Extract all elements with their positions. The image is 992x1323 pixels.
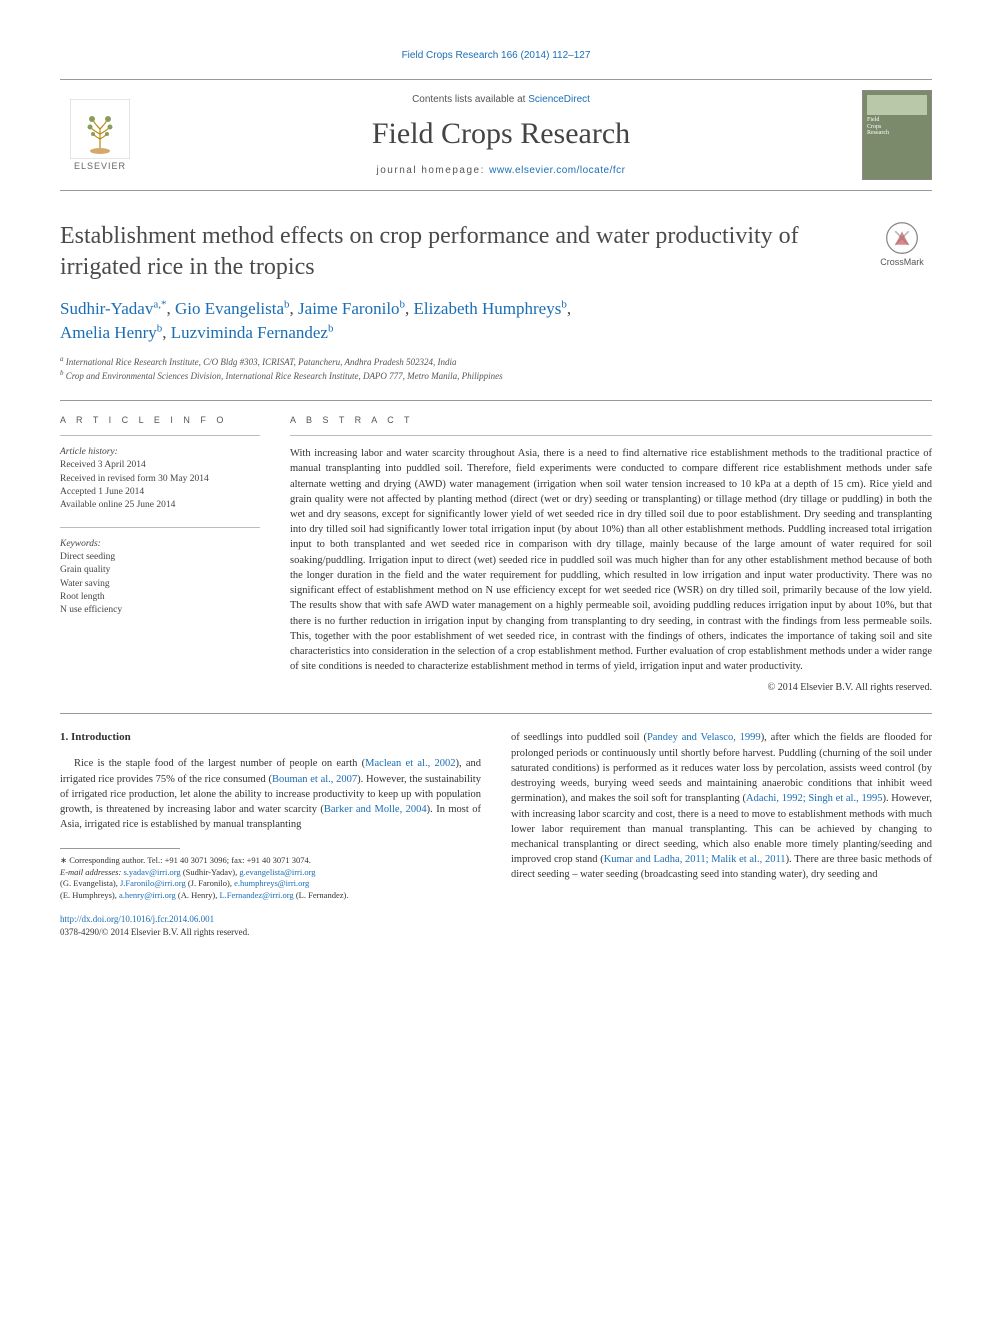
meta-rule-2 bbox=[60, 527, 260, 528]
meta-rule-1 bbox=[60, 435, 260, 436]
keywords-label: Keywords: bbox=[60, 538, 260, 551]
intro-para-1: Rice is the staple food of the largest n… bbox=[60, 756, 481, 832]
author-4-aff[interactable]: b bbox=[157, 323, 163, 335]
email-0[interactable]: s.yadav@irri.org bbox=[123, 867, 180, 877]
history-2: Accepted 1 June 2014 bbox=[60, 486, 260, 499]
footnote-rule bbox=[60, 848, 180, 849]
issn-copyright: 0378-4290/© 2014 Elsevier B.V. All right… bbox=[60, 927, 249, 937]
author-2-aff[interactable]: b bbox=[400, 299, 406, 311]
email-3-who: (E. Humphreys) bbox=[60, 890, 115, 900]
author-3[interactable]: Elizabeth Humphreys bbox=[414, 299, 562, 318]
cover-line-2: Research bbox=[867, 130, 927, 137]
journal-cover-thumbnail[interactable]: Field Crops Research bbox=[862, 90, 932, 180]
footer: http://dx.doi.org/10.1016/j.fcr.2014.06.… bbox=[60, 913, 481, 939]
ref-adachi[interactable]: Adachi, 1992; Singh et al., 1995 bbox=[746, 793, 882, 804]
email-addresses: E-mail addresses: s.yadav@irri.org (Sudh… bbox=[60, 867, 481, 901]
abstract-label: A B S T R A C T bbox=[290, 415, 932, 425]
author-list: Sudhir-Yadava,*, Gio Evangelistab, Jaime… bbox=[60, 297, 932, 345]
contents-prefix: Contents lists available at bbox=[412, 94, 528, 105]
journal-header: ELSEVIER Contents lists available at Sci… bbox=[60, 79, 932, 191]
abstract-copyright: © 2014 Elsevier B.V. All rights reserved… bbox=[290, 682, 932, 693]
journal-name: Field Crops Research bbox=[140, 117, 862, 151]
intro-para-2: of seedlings into puddled soil (Pandey a… bbox=[511, 730, 932, 882]
author-1-aff[interactable]: b bbox=[284, 299, 290, 311]
footnotes: ∗ Corresponding author. Tel.: +91 40 307… bbox=[60, 855, 481, 901]
email-5-who: (L. Fernandez) bbox=[296, 890, 347, 900]
contents-available-line: Contents lists available at ScienceDirec… bbox=[140, 94, 862, 105]
email-3[interactable]: e.humphreys@irri.org bbox=[234, 878, 309, 888]
crossmark-icon bbox=[885, 221, 919, 255]
article-info-label: A R T I C L E I N F O bbox=[60, 415, 260, 425]
body-col-right: of seedlings into puddled soil (Pandey a… bbox=[511, 730, 932, 939]
keywords-block: Keywords: Direct seeding Grain quality W… bbox=[60, 538, 260, 618]
author-4[interactable]: Amelia Henry bbox=[60, 323, 157, 342]
author-0[interactable]: Sudhir-Yadav bbox=[60, 299, 153, 318]
email-0-who: (Sudhir-Yadav) bbox=[183, 867, 235, 877]
keyword-4: N use efficiency bbox=[60, 604, 260, 617]
email-4[interactable]: a.henry@irri.org bbox=[119, 890, 176, 900]
history-3: Available online 25 June 2014 bbox=[60, 499, 260, 512]
crossmark-label: CrossMark bbox=[872, 257, 932, 267]
elsevier-label: ELSEVIER bbox=[74, 161, 126, 171]
corresponding-author-note: ∗ Corresponding author. Tel.: +91 40 307… bbox=[60, 855, 481, 866]
history-1: Received in revised form 30 May 2014 bbox=[60, 473, 260, 486]
intro-heading: 1. Introduction bbox=[60, 730, 481, 746]
email-2[interactable]: J.Faronilo@irri.org bbox=[120, 878, 186, 888]
citation-line[interactable]: Field Crops Research 166 (2014) 112–127 bbox=[60, 50, 932, 61]
author-2[interactable]: Jaime Faronilo bbox=[298, 299, 400, 318]
keyword-0: Direct seeding bbox=[60, 551, 260, 564]
affiliation-a: a International Rice Research Institute,… bbox=[60, 355, 932, 369]
author-5[interactable]: Luzviminda Fernandez bbox=[171, 323, 328, 342]
abstract-text: With increasing labor and water scarcity… bbox=[290, 446, 932, 674]
homepage-prefix: journal homepage: bbox=[377, 165, 490, 176]
body-col-left: 1. Introduction Rice is the staple food … bbox=[60, 730, 481, 939]
header-center: Contents lists available at ScienceDirec… bbox=[140, 94, 862, 176]
email-5[interactable]: L.Fernandez@irri.org bbox=[219, 890, 293, 900]
email-2-who: (J. Faronilo) bbox=[188, 878, 230, 888]
doi-link[interactable]: http://dx.doi.org/10.1016/j.fcr.2014.06.… bbox=[60, 914, 214, 924]
cover-line-0: Field bbox=[867, 117, 927, 124]
keyword-1: Grain quality bbox=[60, 564, 260, 577]
email-label: E-mail addresses: bbox=[60, 867, 121, 877]
email-1[interactable]: g.evangelista@irri.org bbox=[239, 867, 315, 877]
author-5-aff[interactable]: b bbox=[328, 323, 334, 335]
author-1[interactable]: Gio Evangelista bbox=[175, 299, 284, 318]
keyword-3: Root length bbox=[60, 591, 260, 604]
elsevier-logo[interactable]: ELSEVIER bbox=[60, 91, 140, 179]
cover-line-1: Crops bbox=[867, 124, 927, 131]
ref-maclean[interactable]: Maclean et al., 2002 bbox=[365, 758, 455, 769]
author-3-aff[interactable]: b bbox=[561, 299, 567, 311]
keyword-2: Water saving bbox=[60, 578, 260, 591]
journal-homepage-link[interactable]: www.elsevier.com/locate/fcr bbox=[489, 165, 625, 176]
affiliations: a International Rice Research Institute,… bbox=[60, 355, 932, 382]
ref-barker[interactable]: Barker and Molle, 2004 bbox=[324, 804, 427, 815]
abstract-rule bbox=[290, 435, 932, 436]
article-info-column: A R T I C L E I N F O Article history: R… bbox=[60, 415, 260, 693]
elsevier-tree-icon bbox=[70, 99, 130, 159]
history-0: Received 3 April 2014 bbox=[60, 459, 260, 472]
affiliation-b: b Crop and Environmental Sciences Divisi… bbox=[60, 369, 932, 383]
cover-top-band bbox=[867, 95, 927, 115]
ref-kumar[interactable]: Kumar and Ladha, 2011; Malik et al., 201… bbox=[604, 854, 786, 865]
email-4-who: (A. Henry) bbox=[178, 890, 215, 900]
sciencedirect-link[interactable]: ScienceDirect bbox=[528, 94, 590, 105]
author-0-aff[interactable]: a,* bbox=[153, 299, 166, 311]
divider-rule-2 bbox=[60, 713, 932, 714]
article-history: Article history: Received 3 April 2014 R… bbox=[60, 446, 260, 512]
history-label: Article history: bbox=[60, 446, 260, 459]
divider-rule bbox=[60, 400, 932, 401]
email-1-who: (G. Evangelista) bbox=[60, 878, 116, 888]
abstract-column: A B S T R A C T With increasing labor an… bbox=[290, 415, 932, 693]
crossmark-badge[interactable]: CrossMark bbox=[872, 221, 932, 267]
article-title: Establishment method effects on crop per… bbox=[60, 221, 852, 283]
body-columns: 1. Introduction Rice is the staple food … bbox=[60, 730, 932, 939]
journal-homepage-line: journal homepage: www.elsevier.com/locat… bbox=[140, 165, 862, 176]
ref-pandey[interactable]: Pandey and Velasco, 1999 bbox=[647, 732, 761, 743]
ref-bouman[interactable]: Bouman et al., 2007 bbox=[272, 774, 357, 785]
